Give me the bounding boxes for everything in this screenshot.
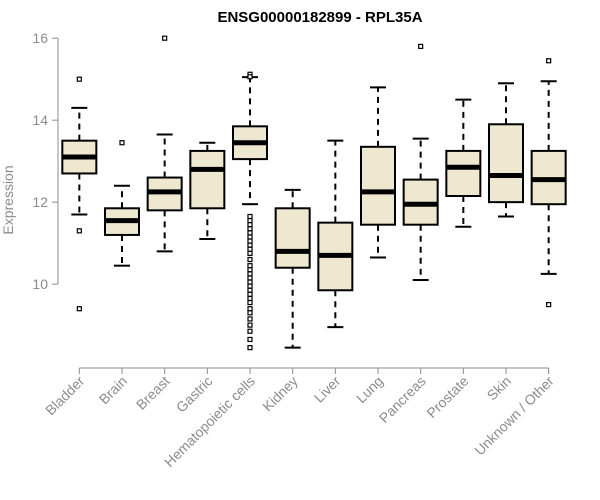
outlier-point: [247, 242, 253, 248]
outlier-point: [247, 238, 253, 244]
iqr-box: [274, 207, 311, 269]
x-tick-label: Kidney: [259, 373, 301, 415]
outlier-point: [247, 217, 253, 224]
iqr-box: [488, 123, 524, 204]
outlier-point: [247, 336, 253, 343]
chart-title: ENSG00000182899 - RPL35A: [217, 9, 422, 26]
outlier-point: [247, 316, 253, 322]
box-lung: [360, 86, 396, 259]
outlier-point: [247, 295, 253, 302]
x-tick-label: Bladder: [42, 373, 88, 419]
outlier-point: [247, 299, 253, 306]
box-hematopoietic-cells: [232, 71, 268, 351]
x-tick-label: Lung: [353, 373, 386, 406]
x-tick-label: Gastric: [173, 373, 216, 416]
y-axis: 10 12 14 16: [32, 30, 59, 292]
outlier-point: [247, 275, 253, 281]
outlier-point: [247, 226, 253, 232]
outlier-point: [247, 234, 253, 240]
outlier-point: [76, 228, 82, 234]
x-tick-label: Skin: [484, 373, 515, 404]
outlier-point: [247, 345, 253, 351]
outlier-point: [76, 306, 82, 312]
box-bladder: [61, 76, 98, 312]
outlier-point: [247, 271, 253, 277]
outlier-point: [247, 267, 253, 273]
x-tick-label: Liver: [311, 373, 344, 406]
iqr-box: [189, 149, 226, 210]
outlier-point: [247, 250, 253, 256]
x-tick-label: Unknown / Other: [471, 373, 557, 459]
iqr-box: [445, 149, 482, 197]
outlier-point: [247, 322, 253, 328]
box-gastric: [189, 141, 226, 241]
outlier-point: [546, 302, 552, 308]
outlier-point: [247, 283, 253, 289]
x-tick-label: Breast: [133, 373, 173, 413]
box-prostate: [445, 98, 482, 228]
outlier-point: [247, 287, 253, 293]
outlier-point: [119, 140, 125, 146]
y-tick-label: 12: [32, 194, 48, 210]
x-tick-label: Brain: [96, 373, 130, 407]
outlier-point: [247, 291, 253, 297]
outlier-point: [247, 328, 253, 334]
outlier-point: [247, 222, 253, 228]
box-breast: [146, 35, 183, 253]
outlier-point: [76, 76, 82, 82]
box-skin: [488, 82, 524, 218]
y-axis-label: Expression: [0, 165, 16, 234]
iqr-box: [360, 145, 396, 226]
box-series: [61, 35, 567, 351]
outlier-point: [247, 279, 253, 285]
outlier-point: [247, 246, 253, 252]
box-unknown-other: [530, 58, 567, 308]
y-tick-label: 16: [32, 30, 48, 46]
box-brain: [104, 140, 140, 267]
outlier-point: [247, 213, 253, 220]
outlier-point: [247, 263, 253, 269]
outlier-point: [418, 43, 424, 49]
outlier-point: [546, 58, 552, 64]
outlier-point: [162, 35, 168, 41]
box-kidney: [274, 188, 311, 349]
x-tick-label: Pancreas: [376, 373, 429, 426]
box-liver: [317, 139, 354, 329]
y-tick-label: 14: [32, 112, 48, 128]
outlier-point: [247, 230, 253, 236]
x-tick-label: Prostate: [423, 373, 471, 421]
outlier-point: [247, 74, 253, 80]
outlier-point: [247, 306, 253, 312]
y-tick-label: 10: [32, 276, 48, 292]
outlier-point: [247, 310, 253, 316]
outlier-point: [247, 256, 253, 263]
box-pancreas: [402, 43, 439, 282]
